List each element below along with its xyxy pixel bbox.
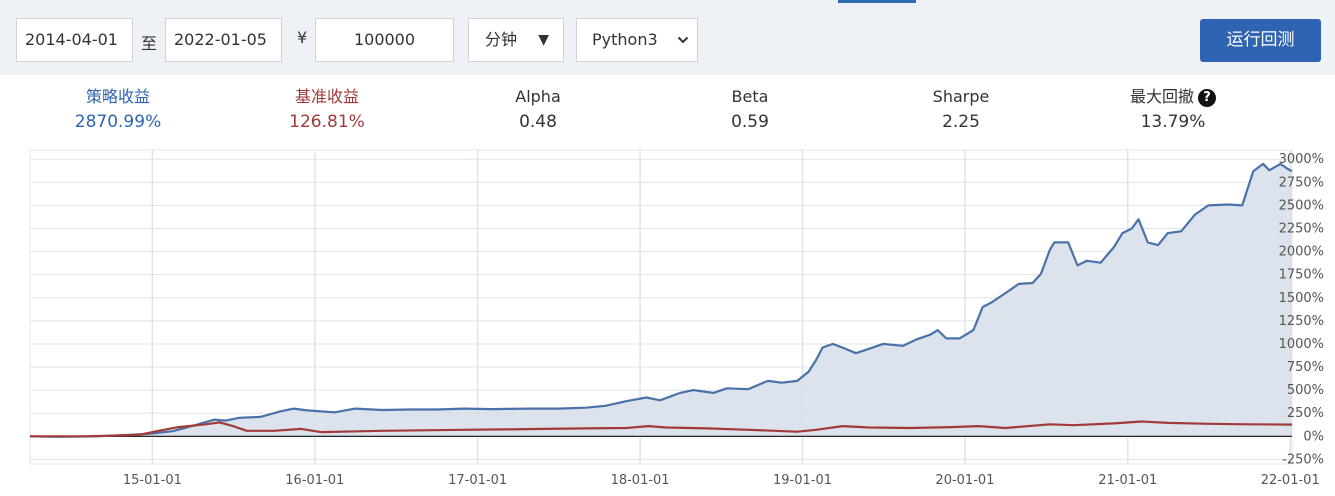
- beta-label: Beta: [731, 87, 769, 106]
- y-tick-label: 1000%: [1279, 337, 1324, 352]
- strategy-return-label: 策略收益: [85, 87, 150, 106]
- frequency-value: 分钟: [485, 30, 518, 49]
- x-tick-label: 21-01-01: [1098, 473, 1157, 488]
- question-circle-icon[interactable]: ?: [1198, 89, 1216, 107]
- benchmark-return-label: 基准收益: [294, 87, 359, 106]
- x-tick-label: 18-01-01: [611, 473, 670, 488]
- sharpe-stat: Sharpe 2.25: [861, 85, 1061, 135]
- benchmark-return-line[interactable]: [30, 420, 1293, 438]
- language-select[interactable]: Python3: [576, 18, 698, 62]
- x-tick-label: 16-01-01: [285, 473, 344, 488]
- beta-value: 0.59: [731, 112, 769, 132]
- x-tick-label: 19-01-01: [773, 473, 832, 488]
- y-tick-label: 1500%: [1279, 291, 1324, 306]
- date-range-separator: 至: [141, 34, 158, 53]
- strategy-return-line[interactable]: [29, 162, 1293, 438]
- start-date-input[interactable]: [17, 19, 132, 60]
- strategy-area-fill: [30, 163, 1292, 437]
- capital-field[interactable]: [315, 18, 454, 62]
- chevron-down-icon: [677, 19, 689, 61]
- y-tick-label: 2000%: [1279, 245, 1324, 260]
- strategy-return-value: 2870.99%: [74, 112, 162, 132]
- y-tick-label: 1750%: [1279, 268, 1324, 283]
- x-tick-label: 20-01-01: [935, 473, 994, 488]
- currency-symbol: ¥: [297, 28, 308, 47]
- y-tick-label: 500%: [1287, 383, 1324, 398]
- returns-chart: 3000% 2750% 2500% 2250% 2000% 1750% 1500% 1250%…: [29, 149, 1324, 488]
- language-value: Python3: [592, 30, 658, 49]
- max-drawdown-stat: 最大回撤? 13.79%: [1073, 85, 1273, 135]
- chart-series: [29, 162, 1293, 438]
- y-tick-label: 2750%: [1279, 175, 1324, 190]
- end-date-field[interactable]: [165, 18, 282, 62]
- y-tick-label: 750%: [1287, 360, 1324, 375]
- max-drawdown-value: 13.79%: [1140, 112, 1206, 132]
- x-tick-label: 17-01-01: [448, 473, 507, 488]
- x-tick-label: 22-01-01: [1261, 473, 1320, 488]
- benchmark-return-stat: 基准收益 126.81%: [227, 85, 427, 135]
- start-date-field[interactable]: [16, 18, 133, 62]
- strategy-return-stat: 策略收益 2870.99%: [18, 85, 218, 135]
- run-backtest-button[interactable]: 运行回测: [1200, 19, 1321, 62]
- frequency-select[interactable]: 分钟 ▼: [468, 18, 564, 62]
- y-tick-label: 1250%: [1279, 314, 1324, 329]
- sharpe-label: Sharpe: [932, 87, 990, 106]
- y-tick-label: -250%: [1282, 452, 1324, 467]
- chart-axes: 3000% 2750% 2500% 2250% 2000% 1750% 1500% 1250%…: [123, 152, 1324, 488]
- benchmark-return-value: 126.81%: [289, 112, 365, 132]
- alpha-stat: Alpha 0.48: [438, 85, 638, 135]
- y-tick-label: 0%: [1303, 429, 1324, 444]
- caret-down-icon: ▼: [538, 32, 549, 48]
- alpha-value: 0.48: [519, 112, 557, 132]
- y-tick-label: 3000%: [1279, 152, 1324, 167]
- max-drawdown-label: 最大回撤: [1129, 87, 1194, 106]
- sharpe-value: 2.25: [942, 112, 980, 132]
- active-tab-indicator: [838, 0, 916, 3]
- capital-input[interactable]: [316, 19, 453, 60]
- max-drawdown-label-row: 最大回撤?: [1073, 85, 1273, 109]
- y-tick-label: 2500%: [1279, 198, 1324, 213]
- y-tick-label: 250%: [1287, 406, 1324, 421]
- beta-stat: Beta 0.59: [650, 85, 850, 135]
- y-tick-label: 2250%: [1279, 222, 1324, 237]
- x-tick-label: 15-01-01: [123, 473, 182, 488]
- end-date-input[interactable]: [166, 19, 281, 60]
- alpha-label: Alpha: [515, 87, 561, 106]
- backtest-toolbar: 至 ¥ 分钟 ▼ Python3 运行回测: [0, 0, 1335, 75]
- stats-row: 策略收益 2870.99% 基准收益 126.81% Alpha 0.48 Be…: [0, 85, 1335, 145]
